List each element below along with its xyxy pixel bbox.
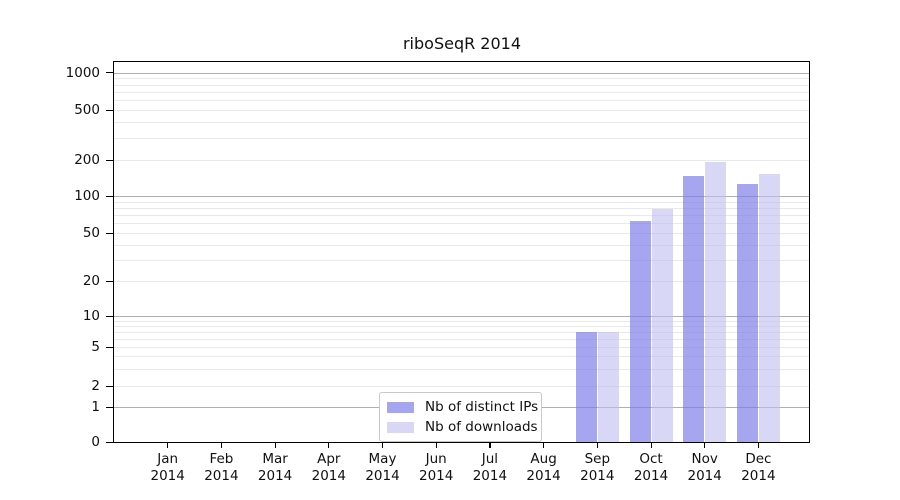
minor-gridline — [114, 110, 809, 111]
minor-gridline — [114, 386, 809, 387]
minor-gridline — [114, 207, 809, 209]
downloads-bar — [758, 173, 780, 442]
major-gridline — [114, 72, 809, 74]
x-tick-label: Mar 2014 — [257, 451, 293, 484]
x-tick-label: Jan 2014 — [150, 451, 185, 484]
x-axis-tick — [382, 442, 384, 448]
chart-title: riboSeqR 2014 — [402, 34, 522, 53]
x-axis-tick — [435, 442, 437, 448]
minor-gridline — [114, 201, 809, 203]
y-axis-tick — [106, 385, 114, 387]
major-gridline — [114, 196, 809, 197]
y-axis-tick — [106, 315, 114, 317]
y-tick-label: 5 — [91, 339, 100, 355]
minor-gridline — [114, 320, 809, 322]
y-axis-tick — [106, 159, 114, 161]
y-axis-tick — [106, 232, 114, 234]
y-tick-label: 1000 — [65, 64, 100, 81]
x-axis-tick — [489, 442, 491, 448]
downloads-bar — [597, 331, 619, 442]
major-gridline — [114, 316, 809, 317]
y-axis-tick — [106, 441, 114, 443]
minor-gridline — [114, 137, 809, 139]
minor-gridline — [114, 338, 809, 340]
minor-gridline — [114, 78, 809, 80]
x-axis-tick — [328, 442, 330, 448]
minor-gridline — [114, 223, 809, 225]
downloads-bar — [651, 209, 673, 442]
x-tick-label: Aug 2014 — [526, 451, 561, 484]
x-axis-tick — [543, 442, 545, 448]
x-tick-label: May 2014 — [365, 451, 400, 484]
legend: Nb of distinct IPs Nb of downloads — [379, 392, 542, 442]
y-axis-tick — [106, 280, 114, 282]
y-axis-tick — [106, 195, 114, 197]
y-tick-label: 10 — [82, 308, 100, 324]
x-tick-label: Oct 2014 — [633, 451, 669, 484]
minor-gridline — [114, 122, 809, 124]
distinct-ips-bar — [575, 331, 597, 442]
y-axis-tick — [106, 72, 114, 74]
x-tick-label: Apr 2014 — [311, 451, 346, 484]
x-axis-tick — [650, 442, 652, 448]
y-tick-label: 20 — [82, 273, 100, 289]
minor-gridline — [114, 100, 809, 102]
minor-gridline — [114, 259, 809, 261]
legend-label-distinct-ips: Nb of distinct IPs — [425, 399, 539, 415]
legend-row-downloads: Nb of downloads — [387, 417, 538, 437]
plot-area: 1000 500 200 100 50 20 10 5 2 1 0 Jan 2014 Feb 2014 M… — [66, 61, 810, 484]
x-axis-tick — [220, 442, 223, 448]
y-tick-label: 1 — [91, 399, 100, 415]
x-tick-label: Jun 2014 — [419, 451, 454, 484]
x-tick-label: Jul 2014 — [472, 451, 508, 484]
minor-gridline — [114, 356, 809, 358]
y-tick-label: 100 — [74, 188, 100, 204]
minor-gridline — [114, 325, 809, 327]
x-axis-tick — [704, 442, 706, 448]
minor-gridline — [114, 347, 809, 348]
x-tick-label: Dec 2014 — [741, 451, 776, 484]
y-tick-label: 2 — [91, 378, 100, 394]
y-tick-label: 50 — [82, 225, 100, 241]
x-axis-tick — [167, 442, 169, 448]
minor-gridline — [114, 233, 809, 234]
minor-gridline — [114, 331, 809, 333]
distinct-ips-bar — [683, 176, 705, 442]
x-tick-label: Sep 2014 — [580, 451, 615, 484]
minor-gridline — [114, 215, 809, 217]
y-axis-tick — [106, 346, 114, 348]
y-tick-label: 0 — [91, 434, 100, 450]
x-axis-tick — [274, 442, 276, 448]
minor-gridline — [114, 91, 809, 93]
distinct-ips-bar — [629, 220, 651, 442]
x-axis-tick — [596, 442, 598, 448]
legend-row-distinct-ips: Nb of distinct IPs — [387, 397, 538, 417]
x-tick-label: Nov 2014 — [687, 451, 722, 484]
x-axis-tick — [757, 442, 760, 448]
minor-gridline — [114, 84, 809, 86]
x-tick-label: Feb 2014 — [204, 451, 239, 484]
distinct-ips-bar — [736, 183, 758, 442]
minor-gridline — [114, 244, 809, 246]
y-tick-label: 500 — [74, 102, 100, 118]
distinct-ips-swatch — [387, 401, 414, 413]
legend-label-downloads: Nb of downloads — [425, 419, 538, 435]
minor-gridline — [114, 281, 809, 282]
downloads-swatch — [387, 421, 414, 433]
y-axis-tick — [106, 109, 114, 111]
y-axis-tick — [106, 406, 114, 408]
y-tick-label: 200 — [74, 152, 100, 168]
minor-gridline — [114, 160, 809, 161]
minor-gridline — [114, 368, 809, 370]
downloads-bar — [705, 161, 727, 442]
